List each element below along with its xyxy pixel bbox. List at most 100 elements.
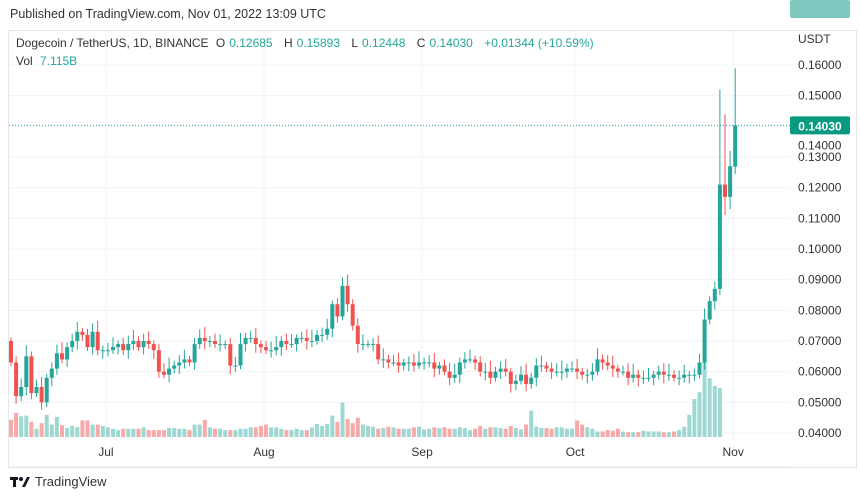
y-tick-label: 0.13000 xyxy=(798,150,842,164)
volume-bar xyxy=(417,426,421,437)
candle-body xyxy=(493,371,498,378)
candle-body xyxy=(121,344,126,351)
candle xyxy=(187,355,192,367)
candle-body xyxy=(646,377,651,379)
candle-body xyxy=(75,331,80,342)
candle xyxy=(141,333,146,355)
volume-bar xyxy=(539,428,544,437)
volume-bar xyxy=(274,427,279,437)
volume-bar xyxy=(406,428,411,437)
volume-bar xyxy=(478,425,483,437)
candle xyxy=(80,328,85,342)
candle-body xyxy=(595,359,600,372)
candle-body xyxy=(116,344,121,348)
candle-body xyxy=(126,344,131,351)
volume-bar xyxy=(656,431,661,437)
volume-bar xyxy=(432,427,437,437)
volume-bar xyxy=(14,412,19,437)
candle xyxy=(100,345,105,359)
candle xyxy=(284,333,289,351)
candle-body xyxy=(34,387,39,394)
candle xyxy=(717,89,722,296)
candle xyxy=(172,360,177,374)
volume-bar xyxy=(570,428,574,437)
candle-body xyxy=(141,341,146,348)
candle xyxy=(376,335,381,365)
change-value: +0.01344 (+10.59%) xyxy=(484,36,594,50)
volume-bar xyxy=(253,427,258,437)
candle xyxy=(65,342,70,367)
volume-bar xyxy=(702,334,707,437)
open-label: O xyxy=(215,36,226,50)
volume-bar xyxy=(513,428,518,437)
symbol-title[interactable]: Dogecoin / TetherUS, 1D, BINANCE xyxy=(16,36,209,50)
candle xyxy=(228,337,233,375)
candle xyxy=(503,358,508,377)
candle xyxy=(360,334,365,351)
candle-body xyxy=(264,347,268,351)
candle xyxy=(702,308,707,370)
candle-body xyxy=(437,365,442,369)
candle xyxy=(508,367,513,393)
volume-bar xyxy=(294,428,299,437)
candle-body xyxy=(162,371,166,375)
tradingview-logo-icon xyxy=(10,476,30,487)
candle xyxy=(197,329,202,349)
volume-bar xyxy=(427,428,432,437)
volume-bar xyxy=(503,428,508,437)
candle xyxy=(554,363,559,377)
candle xyxy=(462,352,467,369)
current-volume-label: 7.115B xyxy=(801,0,839,3)
candle xyxy=(156,344,161,378)
volume-bar xyxy=(697,392,702,437)
candle-body xyxy=(712,288,717,302)
candle-body xyxy=(508,371,513,384)
candle xyxy=(621,365,625,376)
volume-bar xyxy=(44,414,49,437)
volume-bar xyxy=(498,428,503,437)
volume-bar xyxy=(462,428,467,437)
candle-body xyxy=(432,362,437,369)
candle xyxy=(238,333,243,370)
volume-bar xyxy=(682,426,687,437)
volume-bar xyxy=(90,424,95,437)
volume-bar xyxy=(626,432,631,437)
candle-body xyxy=(156,350,161,372)
candle xyxy=(672,369,676,382)
candle xyxy=(274,336,279,356)
volume-bar xyxy=(238,428,243,437)
candle-body xyxy=(151,344,156,351)
candle xyxy=(95,320,100,356)
published-header: Published on TradingView.com, Nov 01, 20… xyxy=(10,7,326,21)
candle xyxy=(294,334,299,352)
volume-bar xyxy=(371,426,376,437)
volume-bar xyxy=(162,430,166,437)
volume-bar xyxy=(442,427,447,437)
volume-bar xyxy=(452,428,457,437)
candle-body xyxy=(570,368,574,370)
candle-body xyxy=(253,337,258,345)
candle-body xyxy=(600,359,605,363)
candle-body xyxy=(468,359,472,361)
candle xyxy=(549,362,554,380)
candle xyxy=(427,355,432,368)
volume-bar xyxy=(111,428,115,437)
volume-bar xyxy=(24,415,29,437)
candle xyxy=(656,365,661,380)
candle-body xyxy=(615,368,620,372)
candle xyxy=(85,328,90,351)
high-label: H xyxy=(283,36,293,50)
volume-bar xyxy=(559,427,564,437)
candle-body xyxy=(396,362,401,366)
volume-bar xyxy=(248,427,253,437)
volume-bar xyxy=(202,419,207,437)
y-tick-label: 0.15000 xyxy=(798,89,842,103)
candle xyxy=(559,360,564,381)
candle-body xyxy=(605,362,610,366)
candle xyxy=(248,330,253,343)
volume-bar xyxy=(508,425,513,437)
volume-bar xyxy=(707,378,712,437)
tradingview-logo[interactable]: TradingView xyxy=(10,474,107,489)
candle-body xyxy=(355,325,360,345)
